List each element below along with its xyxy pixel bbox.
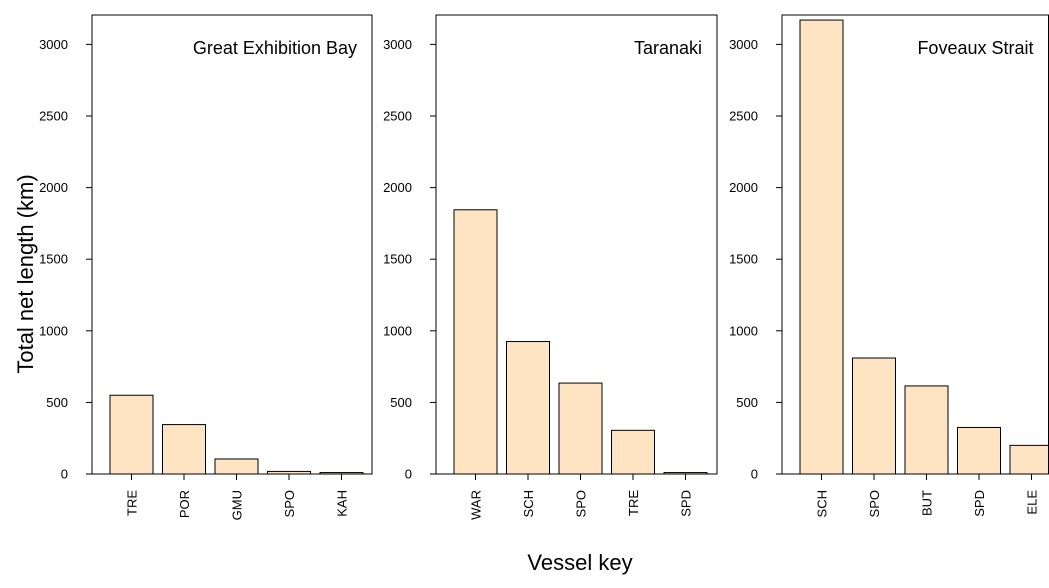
x-tick-label-ele: ELE <box>1025 490 1040 515</box>
x-tick-label-spo: SPO <box>282 490 297 517</box>
x-tick-label-but: BUT <box>920 490 935 516</box>
y-tick-label: 2000 <box>383 180 412 195</box>
bar-sch <box>506 341 550 475</box>
y-axis-title: Total net length (km) <box>13 174 38 373</box>
panel-title: Foveaux Strait <box>917 38 1033 58</box>
y-tick-label: 1500 <box>729 252 758 267</box>
y-tick-label: 1500 <box>39 252 68 267</box>
plot-frame <box>91 14 373 475</box>
y-tick-label: 500 <box>390 395 412 410</box>
bar-por <box>162 424 206 475</box>
x-tick-label-spo: SPO <box>867 490 882 517</box>
y-tick-label: 1500 <box>383 252 412 267</box>
y-tick-label: 500 <box>736 395 758 410</box>
bar-sch <box>799 19 844 475</box>
y-tick-label: 2500 <box>383 109 412 124</box>
panel-title: Taranaki <box>634 38 702 58</box>
bar-spd <box>957 426 1001 475</box>
y-tick-label: 500 <box>46 395 68 410</box>
y-tick-label: 1000 <box>383 323 412 338</box>
y-tick-label: 3000 <box>383 37 412 52</box>
x-tick-label-gmu: GMU <box>230 490 245 520</box>
y-tick-label: 2500 <box>729 109 758 124</box>
bar-war <box>453 209 498 475</box>
x-tick-label-spd: SPD <box>679 490 694 517</box>
x-tick-label-kah: KAH <box>335 490 350 517</box>
bar-but <box>904 385 949 475</box>
bar-tre <box>611 429 655 475</box>
y-tick-label: 3000 <box>39 37 68 52</box>
x-tick-label-sch: SCH <box>521 490 536 517</box>
bar-gmu <box>214 458 259 475</box>
y-tick-label: 1000 <box>39 323 68 338</box>
x-tick-label-sch: SCH <box>815 490 830 517</box>
panel-1: 0 500 1000 1500 2000 2500 3000 TRE POR GMU SPO KAH G… <box>39 14 373 520</box>
y-tick-label: 0 <box>405 467 412 482</box>
bar-ele <box>1009 444 1049 475</box>
x-axis-title: Vessel key <box>527 550 632 575</box>
x-tick-label-tre: TRE <box>125 490 140 516</box>
panel-title: Great Exhibition Bay <box>193 38 357 58</box>
y-tick-label: 3000 <box>729 37 758 52</box>
bar-spo <box>558 382 603 475</box>
y-tick-label: 0 <box>61 467 68 482</box>
y-tick-label: 0 <box>751 467 758 482</box>
y-tick-label: 1000 <box>729 323 758 338</box>
y-tick-label: 2500 <box>39 109 68 124</box>
x-tick-label-spo: SPO <box>574 490 589 517</box>
plot-frame <box>435 14 718 475</box>
y-tick-label: 2000 <box>39 180 68 195</box>
bar-spo <box>852 357 896 475</box>
x-tick-label-spd: SPD <box>972 490 987 517</box>
panels-layer: 0 500 1000 1500 2000 2500 3000 TRE POR GMU SPO KAH G… <box>39 14 1049 520</box>
panel-2: 0 500 1000 1500 2000 2500 3000 WAR SCH SPO TRE SPD T… <box>383 14 718 520</box>
bar-tre <box>109 394 154 475</box>
x-tick-label-war: WAR <box>469 490 484 520</box>
x-tick-label-por: POR <box>177 490 192 518</box>
x-tick-label-tre: TRE <box>626 490 641 516</box>
y-tick-label: 2000 <box>729 180 758 195</box>
panel-3: 0 500 1000 1500 2000 2500 3000 SCH SPO BUT SPD ELE F… <box>729 14 1049 517</box>
